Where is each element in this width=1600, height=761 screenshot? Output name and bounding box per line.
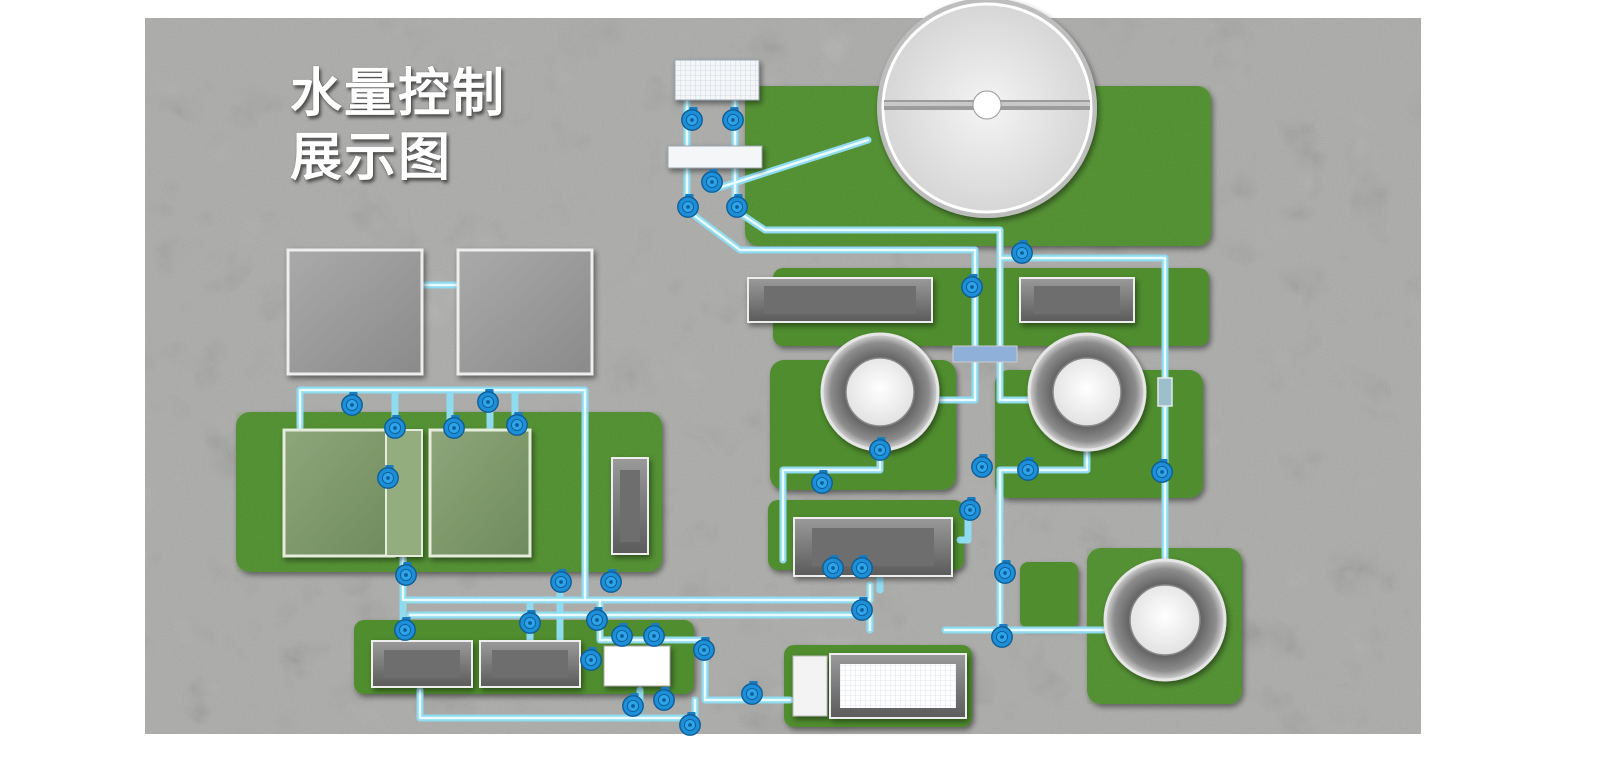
clarifiers bbox=[820, 332, 1227, 682]
bottom-tanks bbox=[603, 645, 967, 719]
title-line-1: 水量控制 bbox=[290, 64, 507, 124]
hopper-tanks bbox=[371, 277, 1135, 688]
flow-gauge bbox=[1157, 377, 1173, 407]
pipes bbox=[296, 76, 1169, 722]
dosing-units bbox=[667, 59, 763, 169]
title-line-2: 展示图 bbox=[290, 128, 453, 188]
thickener-tank bbox=[877, 0, 1097, 218]
connector-bar bbox=[952, 345, 1018, 363]
diagram-title: 水量控制 展示图 bbox=[290, 62, 506, 190]
sedimentation-basins bbox=[282, 248, 594, 558]
